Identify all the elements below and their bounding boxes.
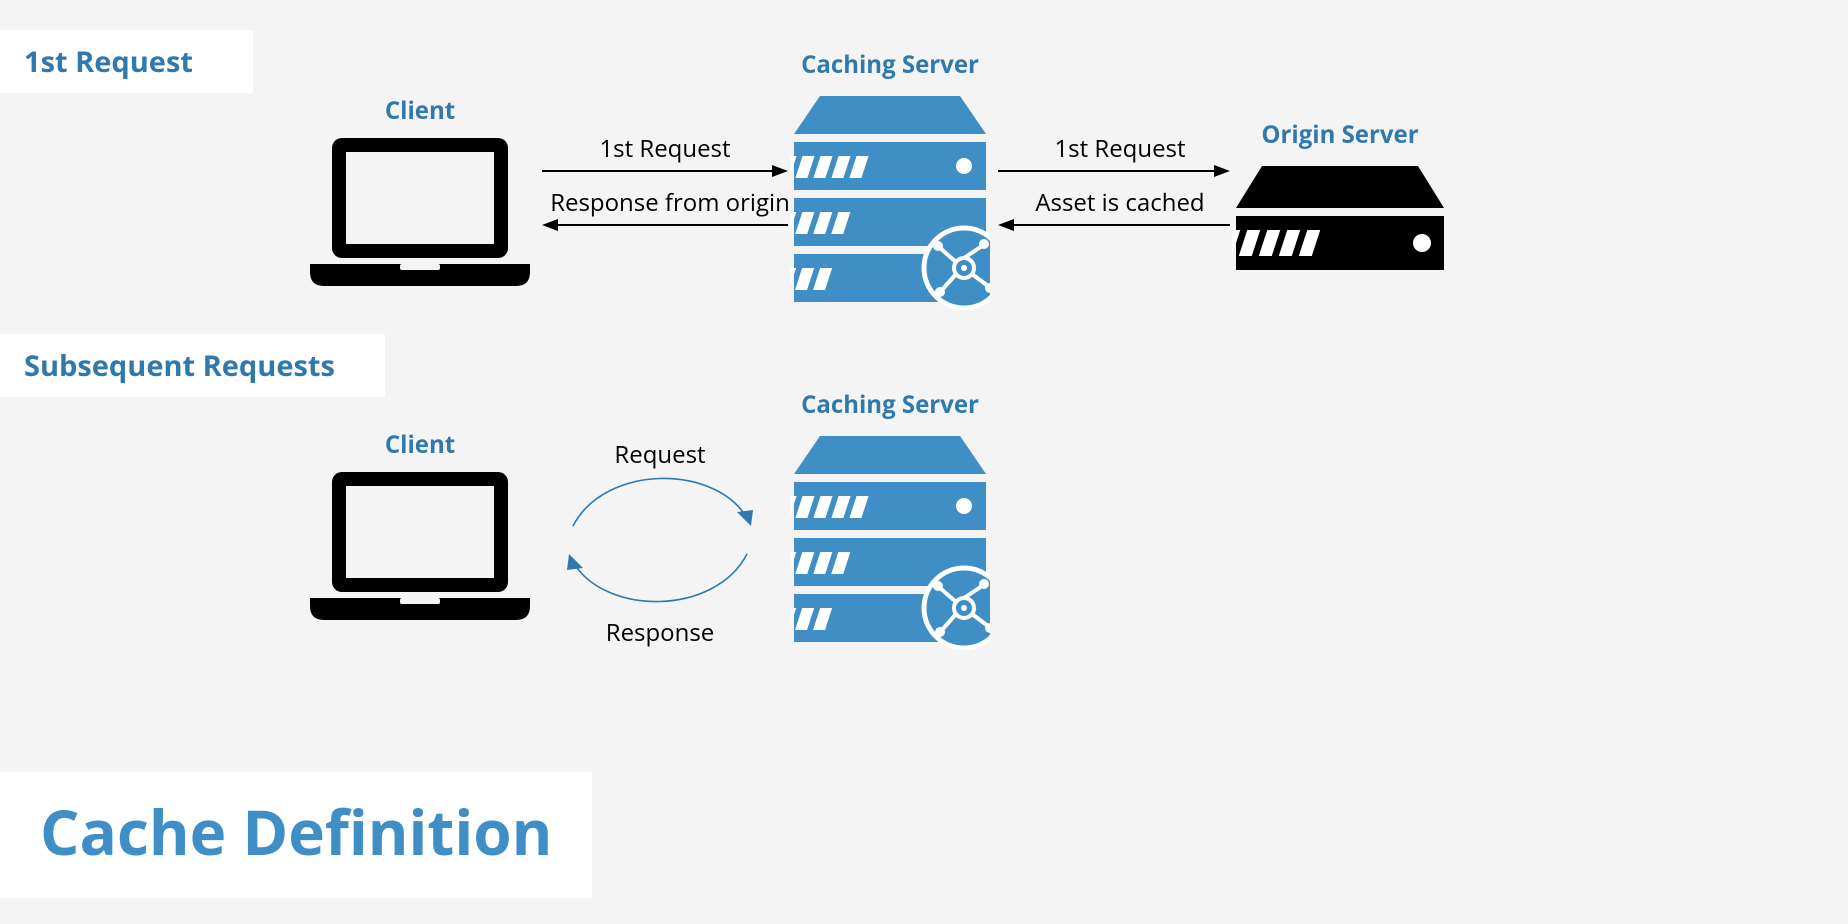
server-stack-icon <box>790 90 990 310</box>
client2-label: Client <box>320 428 520 461</box>
section1-heading: 1st Request <box>0 30 253 93</box>
laptop-icon <box>300 128 540 308</box>
arrow-left-icon <box>996 218 1232 232</box>
client1-label: Client <box>320 94 520 127</box>
arrow-right-icon <box>540 164 790 178</box>
laptop-icon <box>300 462 540 642</box>
arrow1-top-right-label: 1st Request <box>1000 132 1240 165</box>
arrow-left-icon <box>540 218 790 232</box>
cycle-top-label: Request <box>580 438 740 471</box>
arrow1-bottom-right-label: Asset is cached <box>1000 186 1240 219</box>
cycle-bottom-label: Response <box>580 616 740 649</box>
origin-label: Origin Server <box>1210 118 1470 151</box>
server-stack-icon <box>790 430 990 650</box>
caching2-label: Caching Server <box>760 388 1020 421</box>
cycle-arrows-icon <box>555 470 765 610</box>
arrow1-bottom-left-label: Response from origin <box>540 186 800 219</box>
server-unit-icon <box>1232 160 1448 280</box>
section2-heading: Subsequent Requests <box>0 334 385 397</box>
arrow-right-icon <box>996 164 1232 178</box>
page-title: Cache Definition <box>0 772 592 898</box>
arrow1-top-left-label: 1st Request <box>545 132 785 165</box>
caching1-label: Caching Server <box>760 48 1020 81</box>
